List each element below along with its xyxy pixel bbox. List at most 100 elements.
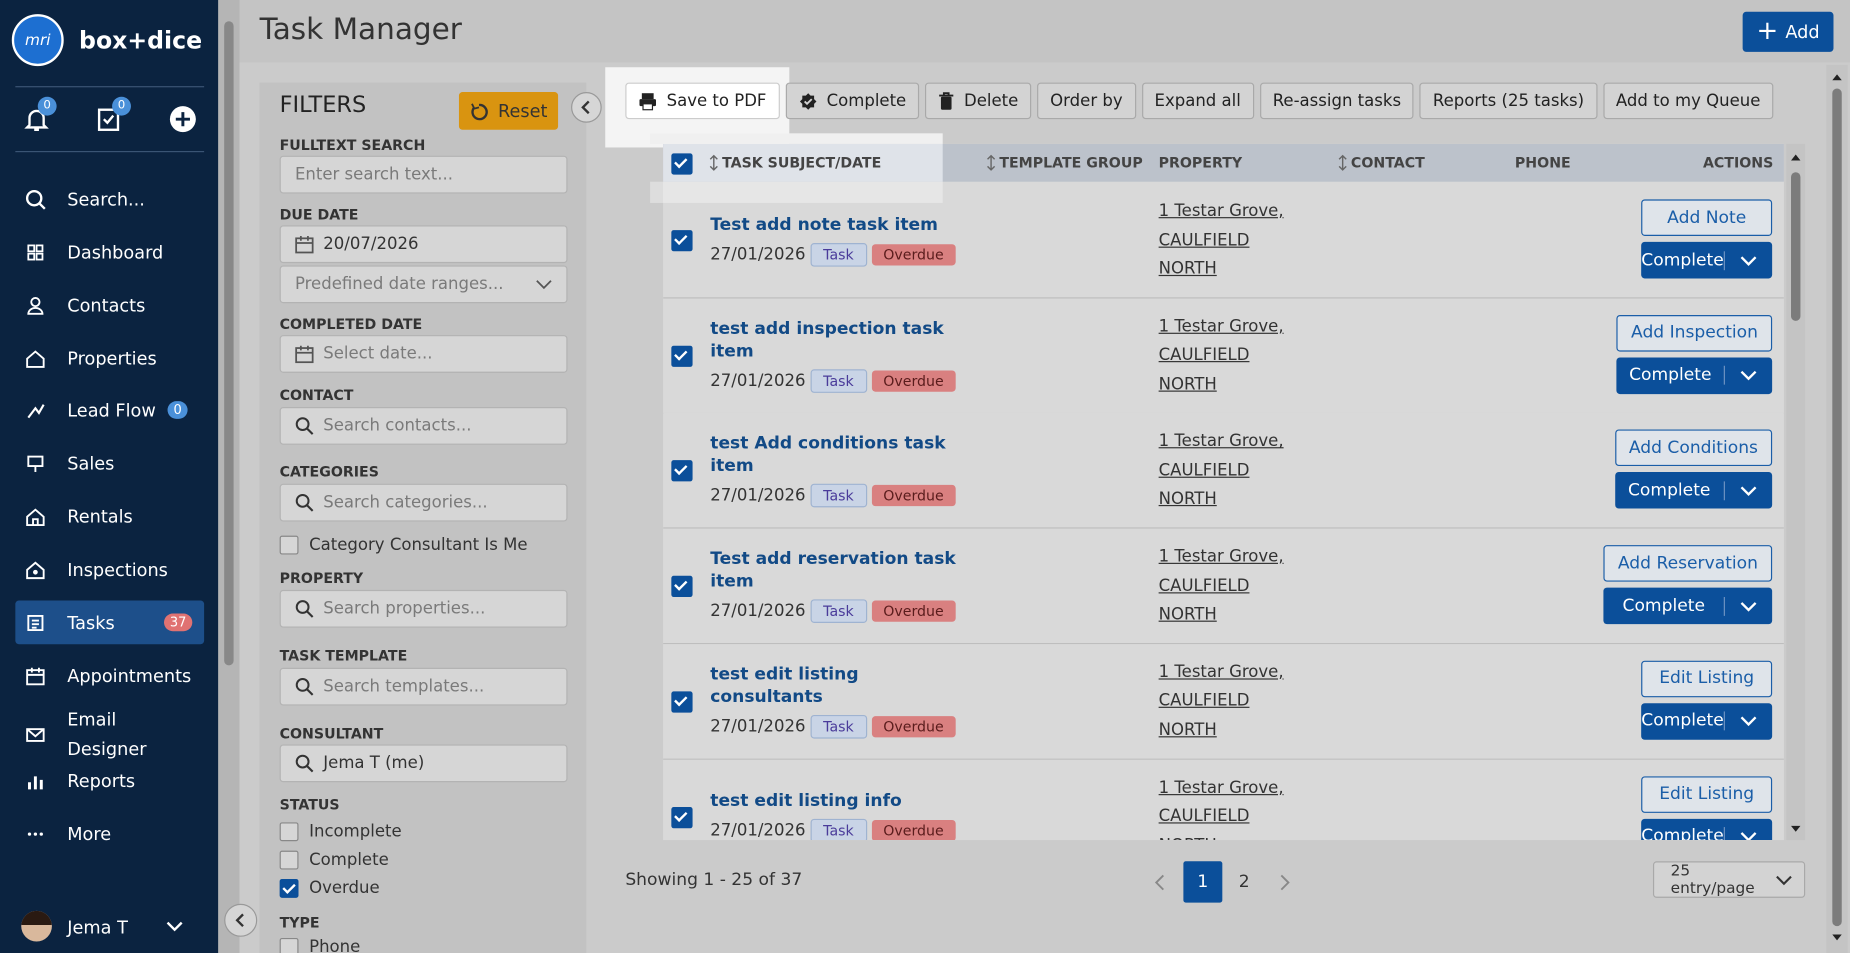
page-button[interactable]: 2 — [1238, 872, 1250, 892]
nav-item[interactable]: Inspections — [15, 547, 204, 591]
complete-dropdown[interactable] — [1725, 254, 1772, 266]
nav-item[interactable]: Properties — [15, 336, 204, 380]
property-cell[interactable]: 1 Testar Grove, CAULFIELD NORTH — [1159, 197, 1284, 284]
categories-input[interactable]: Search categories... — [279, 483, 568, 522]
row-checkbox[interactable] — [671, 806, 703, 828]
column-header[interactable]: PROPERTY — [1159, 144, 1243, 182]
checkbox[interactable]: Phone — [279, 937, 360, 953]
fulltext-input[interactable]: Enter search text... — [279, 155, 568, 194]
avatar[interactable] — [21, 910, 52, 942]
checkbox[interactable]: Category Consultant Is Me — [279, 535, 528, 555]
task-subject[interactable]: test edit listing consultants — [710, 665, 859, 707]
nav-item[interactable]: Tasks 37 — [15, 600, 205, 645]
complete-dropdown[interactable] — [1725, 370, 1772, 382]
next-page[interactable] — [1277, 873, 1294, 892]
nav-item[interactable]: Sales — [15, 441, 204, 485]
collapse-filters[interactable] — [571, 92, 602, 123]
complete-split-button[interactable]: Complete — [1641, 702, 1773, 740]
create-icon[interactable] — [169, 105, 197, 133]
delete-button[interactable]: Delete — [925, 82, 1032, 120]
column-header[interactable]: ACTIONS — [1703, 144, 1773, 182]
property-cell[interactable]: 1 Testar Grove, CAULFIELD NORTH — [1159, 312, 1284, 399]
completed-date-input[interactable]: Select date... — [279, 335, 568, 373]
action-button[interactable]: Add Reservation — [1603, 545, 1773, 582]
reset-button[interactable]: Reset — [458, 92, 559, 130]
action-button[interactable]: Edit Listing — [1641, 660, 1773, 698]
nav-item[interactable]: Contacts — [15, 283, 204, 327]
row-checkbox[interactable] — [671, 460, 703, 482]
nav-item[interactable]: Lead Flow 0 — [15, 388, 204, 432]
order-by-button[interactable]: Order by — [1037, 82, 1136, 120]
complete-dropdown[interactable] — [1725, 831, 1772, 841]
complete-dropdown[interactable] — [1725, 715, 1772, 727]
complete-split-button[interactable]: Complete — [1641, 241, 1773, 279]
action-button[interactable]: Add Inspection — [1616, 314, 1773, 352]
action-button[interactable]: Edit Listing — [1641, 775, 1773, 813]
property-cell[interactable]: 1 Testar Grove, CAULFIELD NORTH — [1159, 428, 1284, 515]
user-name[interactable]: Jema T — [67, 916, 128, 938]
page-size-select[interactable]: 25 entry/page — [1652, 861, 1806, 898]
complete-dropdown[interactable] — [1725, 600, 1772, 612]
consultant-input[interactable]: Jema T (me) — [279, 744, 568, 783]
subject-cell: Test add reservation task item 27/01/2026… — [710, 529, 964, 643]
nav-item[interactable]: Rentals — [15, 494, 204, 538]
nav-item[interactable]: More — [15, 812, 204, 856]
nav-item[interactable]: Dashboard — [15, 230, 204, 274]
complete-dropdown[interactable] — [1725, 485, 1772, 497]
complete-split-button[interactable]: Complete — [1616, 357, 1773, 394]
complete-split-button[interactable]: Complete — [1641, 818, 1773, 841]
nav-item[interactable]: Email Designer — [15, 706, 204, 765]
tasks-icon[interactable] — [94, 105, 122, 133]
row-checkbox[interactable] — [671, 230, 703, 252]
complete-button[interactable]: Complete — [785, 82, 920, 120]
template-input[interactable]: Search templates... — [279, 667, 568, 706]
column-header[interactable]: TEMPLATE GROUP — [987, 144, 1143, 182]
reassign-button[interactable]: Re-assign tasks — [1259, 82, 1415, 120]
checkbox-box — [671, 460, 693, 482]
action-button[interactable]: Add Note — [1641, 199, 1773, 236]
task-subject[interactable]: test Add conditions task item — [710, 434, 946, 476]
checkbox[interactable]: Complete — [279, 850, 389, 870]
property-cell[interactable]: 1 Testar Grove, CAULFIELD NORTH — [1159, 543, 1284, 630]
expand-all-button[interactable]: Expand all — [1141, 82, 1254, 120]
complete-split-button[interactable]: Complete — [1603, 587, 1773, 625]
status-pill: Overdue — [871, 715, 956, 738]
task-subject[interactable]: Test add reservation task item — [710, 549, 956, 592]
spotlight — [650, 133, 943, 144]
task-subject[interactable]: test add inspection task item — [710, 319, 944, 361]
nav-item[interactable]: Appointments — [15, 654, 204, 698]
column-header[interactable]: CONTACT — [1338, 144, 1425, 182]
row-checkbox[interactable] — [671, 575, 703, 598]
action-button[interactable]: Add Conditions — [1614, 429, 1773, 467]
row-checkbox[interactable] — [671, 691, 703, 713]
property-cell[interactable]: 1 Testar Grove, CAULFIELD NORTH — [1159, 658, 1284, 745]
property-cell[interactable]: 1 Testar Grove, CAULFIELD NORTH — [1159, 773, 1284, 840]
date-range-select[interactable]: Predefined date ranges... — [279, 265, 568, 304]
page-button[interactable]: 1 — [1183, 861, 1223, 903]
checkbox[interactable]: Incomplete — [279, 822, 402, 842]
contact-input[interactable]: Search contacts... — [279, 407, 568, 445]
row-checkbox[interactable] — [671, 345, 703, 367]
property-input[interactable]: Search properties... — [279, 589, 568, 628]
button-label: Save to PDF — [666, 91, 767, 111]
queue-button[interactable]: Add to my Queue — [1602, 82, 1774, 120]
complete-split-button[interactable]: Complete — [1614, 472, 1773, 509]
nav-item[interactable]: Search... — [15, 177, 204, 221]
reports-button[interactable]: Reports (25 tasks) — [1419, 82, 1598, 120]
due-date-input[interactable]: 20/07/2026 — [279, 225, 568, 264]
user-menu-caret[interactable] — [166, 920, 183, 932]
task-subject[interactable]: test edit listing info — [710, 791, 902, 811]
select-all[interactable] — [671, 153, 703, 175]
logo[interactable]: mri — [11, 14, 64, 67]
checkbox[interactable]: Overdue — [279, 878, 380, 898]
collapse-sidebar[interactable] — [224, 903, 258, 937]
save-pdf-button[interactable]: Save to PDF — [625, 82, 780, 120]
nav-item[interactable]: Reports — [15, 759, 204, 803]
prev-page[interactable] — [1152, 873, 1169, 892]
property-line: NORTH — [1158, 720, 1217, 740]
task-subject[interactable]: Test add note task item — [710, 215, 938, 235]
column-header[interactable]: PHONE — [1515, 144, 1571, 182]
task-meta: 27/01/2026 Task Overdue — [710, 714, 964, 739]
column-header[interactable]: TASK SUBJECT/DATE — [709, 144, 881, 182]
add-button[interactable]: + Add — [1742, 11, 1834, 52]
